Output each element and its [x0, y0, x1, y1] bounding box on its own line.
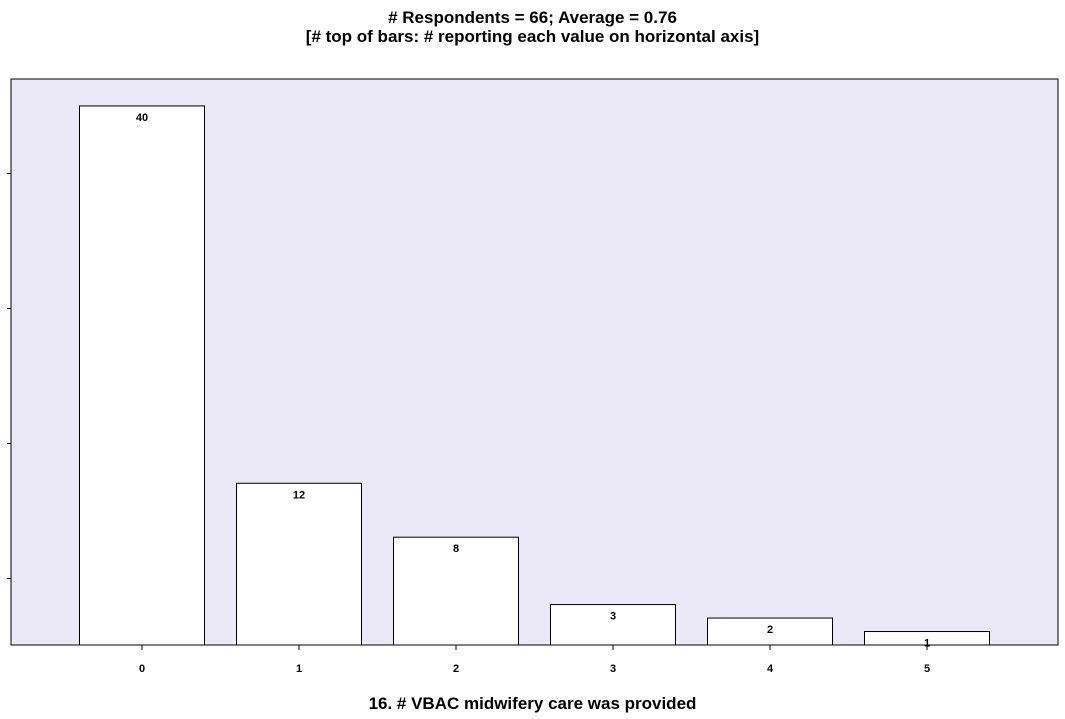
- data-label-2: 8: [453, 543, 459, 555]
- chart-title: # Respondents = 66; Average = 0.76: [388, 8, 677, 27]
- data-label-5: 1: [924, 638, 930, 650]
- bar-1: [236, 482, 362, 646]
- x-tick-label-4: 4: [767, 663, 774, 675]
- bar-3: [550, 604, 676, 646]
- data-label-1: 12: [293, 489, 305, 501]
- data-label-4: 2: [767, 624, 773, 636]
- bar-4: [707, 617, 833, 646]
- x-tick-label-2: 2: [453, 663, 459, 675]
- chart-subtitle: [# top of bars: # reporting each value o…: [305, 27, 760, 46]
- data-label-3: 3: [610, 611, 616, 623]
- x-tick-label-1: 1: [296, 663, 302, 675]
- x-axis-label: 16. # VBAC midwifery care was provided: [368, 694, 697, 713]
- data-label-0: 40: [136, 112, 148, 124]
- x-tick-label-3: 3: [610, 663, 616, 675]
- x-tick-label-0: 0: [139, 663, 145, 675]
- bar-0: [79, 105, 205, 646]
- x-tick-label-5: 5: [924, 663, 930, 675]
- bar-2: [393, 536, 519, 646]
